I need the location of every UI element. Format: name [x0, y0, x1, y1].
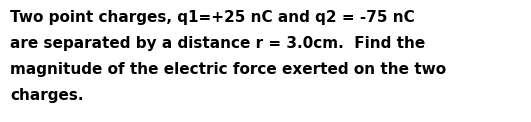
Text: charges.: charges.	[10, 88, 83, 103]
Text: magnitude of the electric force exerted on the two: magnitude of the electric force exerted …	[10, 62, 446, 77]
Text: Two point charges, q1=+25 nC and q2 = -75 nC: Two point charges, q1=+25 nC and q2 = -7…	[10, 10, 415, 25]
Text: are separated by a distance r = 3.0cm.  Find the: are separated by a distance r = 3.0cm. F…	[10, 36, 425, 51]
